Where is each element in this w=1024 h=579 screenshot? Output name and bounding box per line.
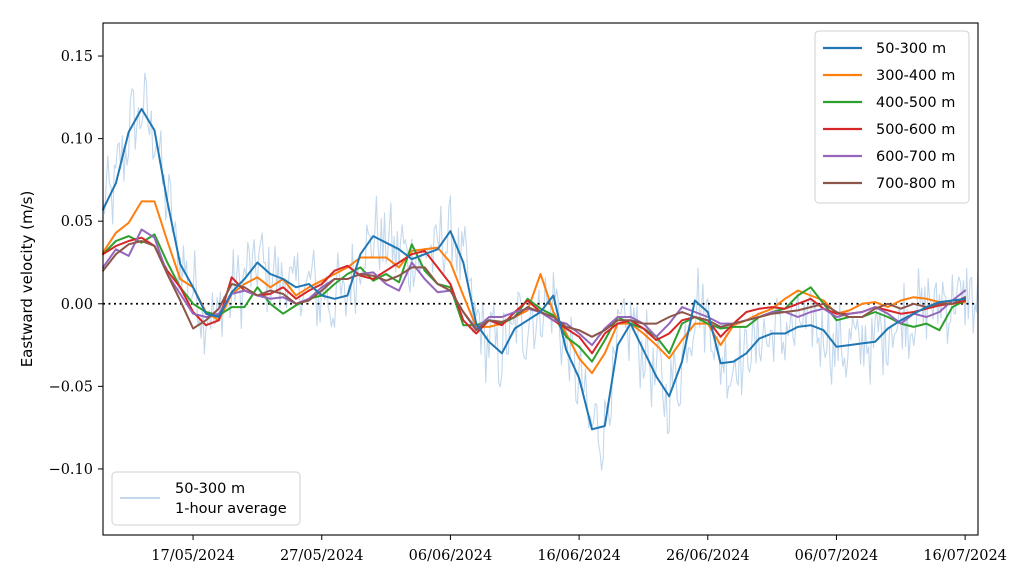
legend-entry-label: 700-800 m [876,176,955,192]
y-axis-title: Eastward velocity (m/s) [18,191,36,368]
legend-main-entries: 50-300 m 300-400 m 400-500 m 500-600 m 600-7… [823,41,955,192]
legend-hourly: 50-300 m 1-hour average [111,471,301,526]
x-tick-label: 17/05/2024 [151,548,235,564]
x-tick-label: 16/06/2024 [537,548,621,564]
series-line-400-500m [102,233,967,363]
legend-hourly-label-line1: 50-300 m [175,481,245,497]
y-tick-label: −0.10 [49,462,93,478]
series-layer [102,107,967,431]
y-tick-label: 0.15 [61,49,93,65]
hourly-average-series [102,72,979,471]
y-axis: −0.10 −0.05 0.00 0.05 0.10 0.15 [49,49,103,478]
legend-entry-label: 50-300 m [876,41,946,57]
x-tick-label: 26/06/2024 [666,548,750,564]
hourly-average-line [102,72,979,471]
x-tick-label: 27/05/2024 [280,548,364,564]
x-tick-label: 16/07/2024 [923,548,1007,564]
series-line-700-800m [102,240,967,338]
legend-hourly-label-line2: 1-hour average [175,501,287,517]
legend-entry-label: 300-400 m [876,68,955,84]
legend-entry-label: 500-600 m [876,122,955,138]
legend-main: 50-300 m 300-400 m 400-500 m 500-600 m 600-7… [814,30,970,204]
x-tick-label: 06/06/2024 [409,548,493,564]
legend-hourly-box [111,471,301,526]
y-tick-label: 0.10 [61,132,93,148]
legend-entry-label: 600-700 m [876,149,955,165]
legend-entry-label: 400-500 m [876,95,955,111]
plot-frame [102,22,979,536]
x-axis: 17/05/2024 27/05/2024 06/06/2024 16/06/2024… [151,535,1007,564]
y-tick-label: −0.05 [49,379,93,395]
y-tick-label: 0.00 [61,297,93,313]
x-tick-label: 06/07/2024 [795,548,879,564]
series-line-50-300m [102,107,967,431]
y-tick-label: 0.05 [61,214,93,230]
